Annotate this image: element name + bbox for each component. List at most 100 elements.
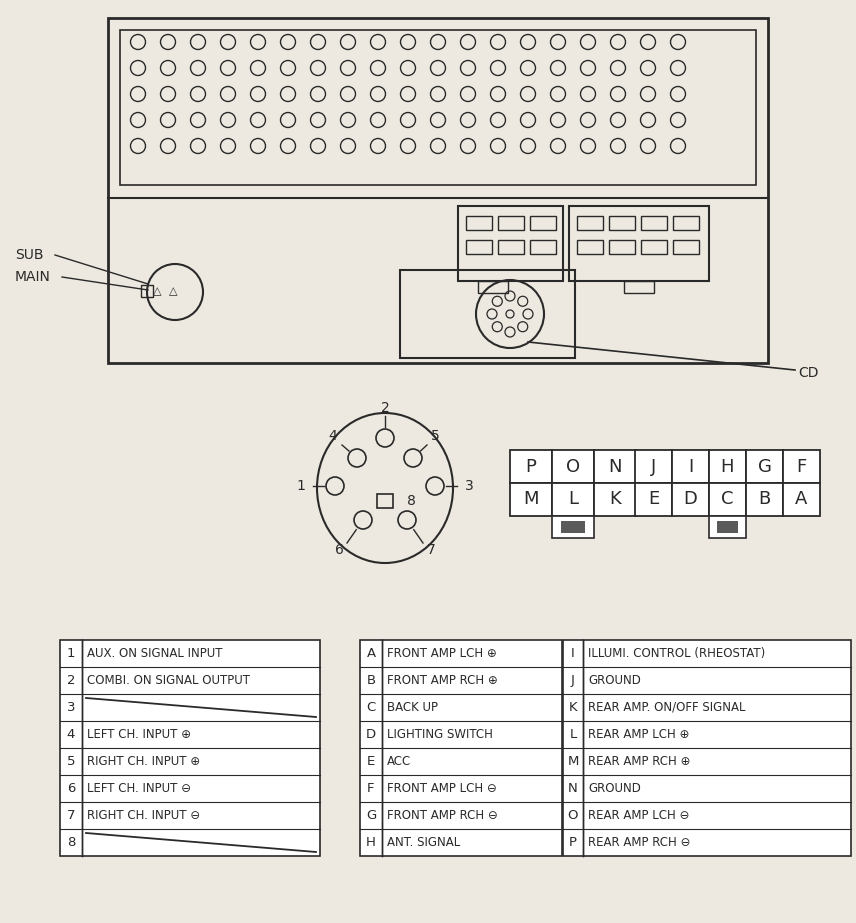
Text: P: P [569,836,577,849]
Bar [120,30,756,185]
Text: FRONT AMP RCH ⊕: FRONT AMP RCH ⊕ [387,674,497,687]
Text: D: D [684,490,698,509]
Text: H: H [366,836,376,849]
Bar [783,483,820,516]
Text: AUX. ON SIGNAL INPUT: AUX. ON SIGNAL INPUT [87,647,223,660]
Bar [400,270,575,358]
Text: REAR AMP LCH ⊖: REAR AMP LCH ⊖ [588,809,689,822]
Text: 7: 7 [426,543,436,557]
Bar [672,483,709,516]
Bar [635,450,672,483]
Text: L: L [568,490,578,509]
Text: J: J [651,458,657,475]
Bar [60,640,320,856]
Text: 7: 7 [67,809,75,822]
Text: BACK UP: BACK UP [387,701,438,714]
Text: O: O [566,458,580,475]
Text: O: O [568,809,579,822]
Text: K: K [609,490,621,509]
Text: FRONT AMP LCH ⊖: FRONT AMP LCH ⊖ [387,782,496,795]
Text: 2: 2 [381,401,389,415]
Bar [709,483,746,516]
Bar [458,206,563,281]
Bar [673,240,699,254]
Bar [141,285,153,297]
Text: E: E [367,755,375,768]
Text: RIGHT CH. INPUT ⊕: RIGHT CH. INPUT ⊕ [87,755,200,768]
Bar [709,450,746,483]
Text: G: G [758,458,771,475]
Text: 5: 5 [431,429,439,443]
Bar [563,640,851,856]
Text: LEFT CH. INPUT ⊕: LEFT CH. INPUT ⊕ [87,728,191,741]
Text: K: K [568,701,577,714]
Bar [498,240,524,254]
Bar [510,450,552,483]
Bar [641,240,667,254]
Text: M: M [523,490,538,509]
Text: D: D [366,728,376,741]
Text: ANT. SIGNAL: ANT. SIGNAL [387,836,461,849]
Text: C: C [366,701,376,714]
Text: FRONT AMP RCH ⊖: FRONT AMP RCH ⊖ [387,809,497,822]
Bar [577,216,603,230]
Text: 2: 2 [67,674,75,687]
Text: GROUND: GROUND [588,782,641,795]
Bar [577,240,603,254]
Text: 8: 8 [67,836,75,849]
Text: A: A [366,647,376,660]
Bar [641,216,667,230]
Text: CD: CD [798,366,818,380]
Bar [466,216,492,230]
Text: F: F [367,782,375,795]
Text: J: J [571,674,575,687]
Text: I: I [688,458,693,475]
Text: H: H [721,458,734,475]
Bar [569,206,709,281]
Text: COMBI. ON SIGNAL OUTPUT: COMBI. ON SIGNAL OUTPUT [87,674,250,687]
Bar [552,516,594,538]
Bar [624,281,654,293]
Text: REAR AMP RCH ⊕: REAR AMP RCH ⊕ [588,755,691,768]
Text: 1: 1 [67,647,75,660]
Bar [635,483,672,516]
Text: 6: 6 [335,543,343,557]
Bar [783,450,820,483]
Bar [360,640,562,856]
Bar [594,483,636,516]
Text: 3: 3 [67,701,75,714]
Bar [377,494,393,508]
Text: △: △ [169,286,177,296]
Bar [717,521,738,533]
Text: MAIN: MAIN [15,270,51,284]
Text: N: N [609,458,621,475]
Text: B: B [758,490,770,509]
Text: 1: 1 [296,479,305,493]
Text: G: G [366,809,376,822]
Text: A: A [795,490,808,509]
Text: FRONT AMP LCH ⊕: FRONT AMP LCH ⊕ [387,647,496,660]
Bar [673,216,699,230]
Bar [552,450,594,483]
Text: P: P [526,458,537,475]
Text: I: I [571,647,575,660]
Text: SUB: SUB [15,248,44,262]
Bar [746,483,783,516]
Text: 3: 3 [465,479,473,493]
Text: REAR AMP LCH ⊕: REAR AMP LCH ⊕ [588,728,689,741]
Bar [466,240,492,254]
Bar [478,281,508,293]
Text: 5: 5 [67,755,75,768]
Bar [530,216,556,230]
Text: F: F [796,458,806,475]
Text: △: △ [153,286,162,296]
Bar [561,521,585,533]
Text: E: E [648,490,659,509]
Bar [594,450,636,483]
Bar [609,240,635,254]
Text: 4: 4 [329,429,337,443]
Bar [746,450,783,483]
Text: N: N [568,782,578,795]
Bar [510,483,552,516]
Text: GROUND: GROUND [588,674,641,687]
